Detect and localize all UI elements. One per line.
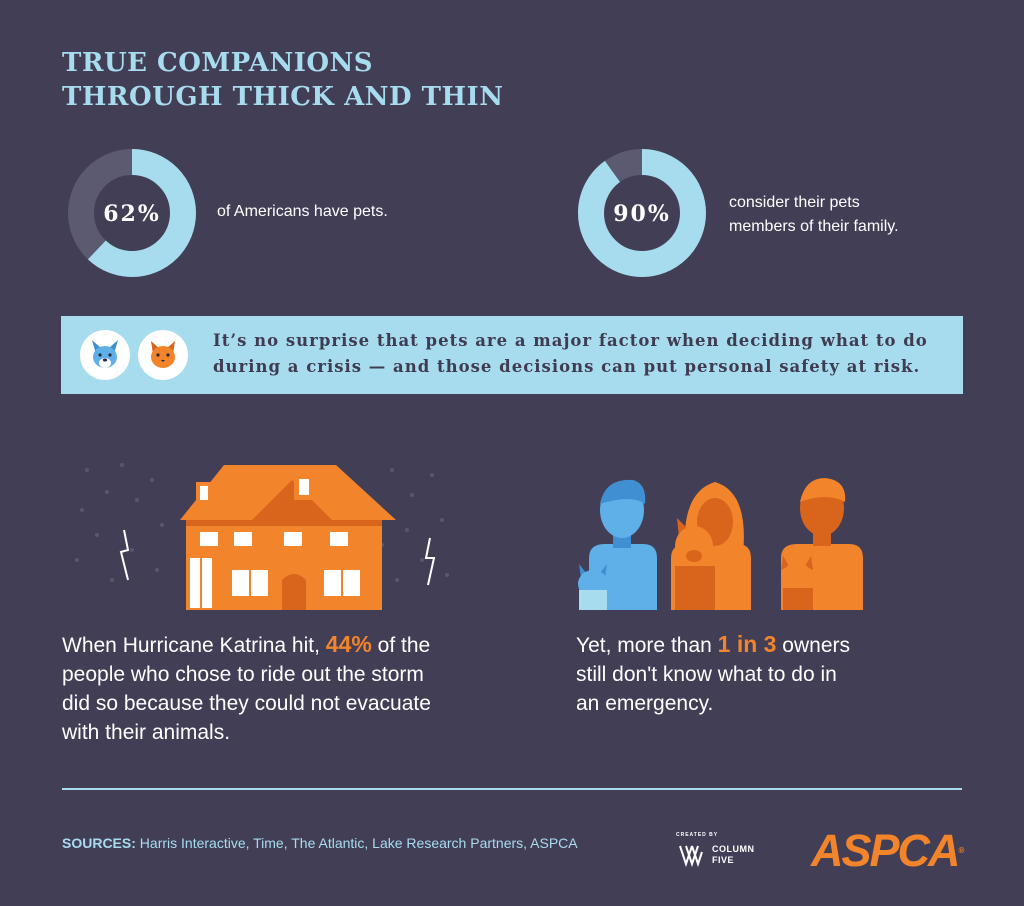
owners-pre: Yet, more than: [576, 634, 718, 657]
owners-paragraph: Yet, more than 1 in 3 owners still don't…: [576, 630, 976, 718]
stat-percent-62: 62%: [103, 201, 161, 227]
aspca-logo: ASPCA®: [811, 826, 964, 876]
page-title: TRUE COMPANIONS THROUGH THICK AND THIN: [62, 46, 503, 114]
katrina-pre: When Hurricane Katrina hit,: [62, 634, 326, 657]
donut-chart-62: 62%: [68, 149, 196, 277]
stat-percent-90: 90%: [613, 201, 671, 227]
stat-text-90: consider their pets members of their fam…: [729, 191, 899, 239]
katrina-line-3: did so because they could not evacuate: [62, 692, 431, 715]
dog-face-badge: [80, 330, 130, 380]
dog-face-icon: [92, 340, 118, 368]
katrina-highlight: 44%: [325, 631, 372, 657]
divider: [62, 788, 962, 790]
house-in-storm-icon: [75, 463, 449, 610]
donut-chart-90: 90%: [578, 149, 706, 277]
katrina-post: of the: [371, 634, 431, 657]
banner-line-1: It’s no surprise that pets are a major f…: [213, 331, 928, 350]
banner-text: It’s no surprise that pets are a major f…: [213, 328, 953, 380]
stat-text-62-line1: of Americans have pets.: [217, 203, 388, 220]
banner-line-2: during a crisis — and those decisions ca…: [213, 357, 921, 376]
katrina-line-1: When Hurricane Katrina hit, 44% of the: [62, 630, 482, 660]
owners-line-3: an emergency.: [576, 692, 714, 715]
donut-arc-90: [578, 149, 706, 277]
owners-line-2: still don't know what to do in: [576, 663, 837, 686]
stat-text-62: of Americans have pets.: [217, 200, 388, 224]
cat-face-icon: [151, 341, 175, 368]
title-line-2: THROUGH THICK AND THIN: [62, 82, 504, 112]
aspca-wordmark: ASPCA: [811, 825, 961, 876]
column-five-logo-icon: [679, 845, 703, 868]
title-line-1: TRUE COMPANIONS: [62, 48, 374, 78]
sources: SOURCES: Harris Interactive, Time, The A…: [62, 835, 578, 851]
stat-text-90-line1: consider their pets: [729, 194, 860, 211]
owners-post: owners: [776, 634, 850, 657]
column-five-word-1: COLUMN: [712, 844, 755, 854]
katrina-line-4: with their animals.: [62, 721, 231, 744]
sources-label: SOURCES:: [62, 835, 136, 851]
stat-text-90-line2: members of their family.: [729, 218, 899, 235]
cat-face-badge: [138, 330, 188, 380]
registered-mark: ®: [958, 846, 965, 855]
katrina-paragraph: When Hurricane Katrina hit, 44% of the p…: [62, 630, 482, 747]
pet-owners-icon: [578, 478, 863, 610]
donut-arc-62: [68, 149, 196, 277]
crisis-banner: It’s no surprise that pets are a major f…: [61, 316, 963, 394]
sources-text: Harris Interactive, Time, The Atlantic, …: [135, 835, 578, 851]
katrina-line-2: people who chose to ride out the storm: [62, 663, 424, 686]
column-five-word-2: FIVE: [712, 855, 735, 865]
owners-highlight: 1 in 3: [717, 631, 777, 657]
owners-line-1: Yet, more than 1 in 3 owners: [576, 630, 976, 660]
created-by-label: CREATED BY: [676, 832, 719, 838]
column-five-logo: CREATED BY COLUMN FIVE: [676, 832, 755, 868]
